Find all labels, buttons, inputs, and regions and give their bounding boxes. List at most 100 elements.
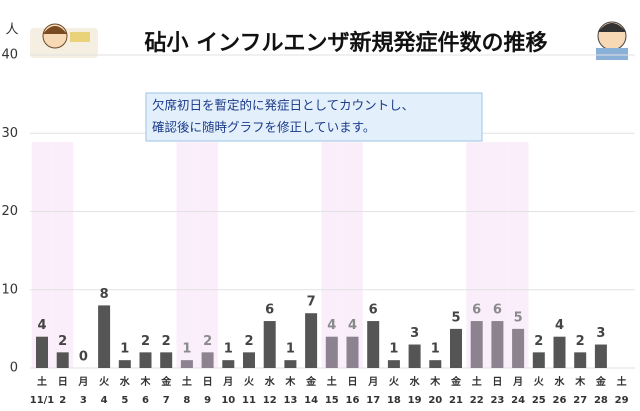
annotation: 確認後に随時グラフを修正しています。 <box>152 120 375 135</box>
x-tick-label: 27 <box>573 395 587 406</box>
data-label: 4 <box>348 318 357 333</box>
bar <box>56 352 69 368</box>
x-tick-label: 21 <box>449 395 463 406</box>
data-label: 6 <box>472 303 481 318</box>
bar <box>346 336 359 368</box>
data-label: 2 <box>534 334 543 349</box>
bar <box>160 352 173 368</box>
weekend-shade <box>321 142 343 368</box>
weekday-label: 水 <box>409 375 421 388</box>
data-label: 2 <box>58 334 67 349</box>
weekday-label: 土 <box>37 375 47 388</box>
chart-title: 砧小 インフルエンザ新規発症件数の推移 <box>144 30 547 56</box>
weekday-label: 水 <box>119 375 131 388</box>
x-tick-label: 18 <box>387 395 401 406</box>
x-tick-label: 15 <box>325 395 339 406</box>
bar <box>408 344 421 368</box>
bar <box>180 360 193 368</box>
data-label: 3 <box>410 326 419 341</box>
x-tick-label: 8 <box>183 395 190 406</box>
left-icon <box>30 23 98 58</box>
x-tick-label: 19 <box>408 395 422 406</box>
weekday-label: 木 <box>574 375 586 388</box>
x-tick-label: 7 <box>163 395 170 406</box>
bar <box>512 328 525 368</box>
weekday-label: 日 <box>348 376 358 388</box>
weekday-label: 火 <box>244 376 255 388</box>
y-tick-label: 40 <box>1 48 18 63</box>
data-label: 1 <box>120 342 129 357</box>
x-tick-label: 12 <box>263 395 277 406</box>
weekday-label: 土 <box>472 375 482 388</box>
weekday-label: 土 <box>617 375 627 388</box>
x-tick-label: 11/1 <box>30 395 55 406</box>
x-tick-label: 5 <box>121 395 128 406</box>
y-tick-label: 10 <box>1 282 18 297</box>
weekday-label: 土 <box>182 375 192 388</box>
data-label: 1 <box>389 342 398 357</box>
weekend-shade <box>52 142 74 368</box>
bar <box>201 352 214 368</box>
x-tick-label: 4 <box>101 395 108 406</box>
data-label: 2 <box>141 334 150 349</box>
bar <box>532 352 545 368</box>
data-label: 8 <box>100 287 109 302</box>
weekday-label: 日 <box>203 376 213 388</box>
y-unit: 人 <box>5 23 18 38</box>
bar <box>367 321 380 368</box>
x-tick-label: 25 <box>532 395 546 406</box>
data-label: 1 <box>224 342 233 357</box>
weekend-shade <box>176 142 198 368</box>
x-tick-label: 6 <box>142 395 149 406</box>
weekday-label: 水 <box>264 375 276 388</box>
y-tick-label: 0 <box>10 361 18 376</box>
weekday-label: 月 <box>512 376 523 388</box>
data-label: 2 <box>162 334 171 349</box>
x-tick-label: 9 <box>204 395 211 406</box>
annotation: 欠席初日を暫定的に発症日としてカウントし、 <box>152 98 414 113</box>
weekday-label: 日 <box>58 376 68 388</box>
data-label: 0 <box>79 350 88 365</box>
x-tick-label: 22 <box>470 395 484 406</box>
bar <box>263 321 276 368</box>
x-tick-label: 28 <box>594 395 608 406</box>
bar <box>387 360 400 368</box>
weekend-shade <box>342 142 363 368</box>
weekday-label: 火 <box>99 376 110 388</box>
x-tick-label: 20 <box>428 395 442 406</box>
weekday-label: 金 <box>595 375 607 388</box>
bar <box>118 360 131 368</box>
data-label: 3 <box>596 326 605 341</box>
weekday-label: 火 <box>389 376 400 388</box>
weekday-label: 金 <box>305 375 317 388</box>
weekend-shade <box>197 142 218 368</box>
data-label: 1 <box>431 342 440 357</box>
weekday-label: 水 <box>554 375 566 388</box>
y-tick-label: 30 <box>1 126 18 141</box>
bar <box>98 305 111 368</box>
data-label: 2 <box>244 334 253 349</box>
data-label: 6 <box>265 303 274 318</box>
x-tick-label: 11 <box>242 395 256 406</box>
x-tick-label: 14 <box>304 395 318 406</box>
weekend-shade <box>487 142 508 368</box>
x-tick-label: 3 <box>80 395 87 406</box>
right-icon <box>596 21 628 60</box>
bar <box>305 313 318 368</box>
data-label: 1 <box>182 342 191 357</box>
annotation-box <box>145 92 483 142</box>
bar <box>491 321 504 368</box>
x-tick-label: 29 <box>615 395 629 406</box>
x-tick-label: 17 <box>366 395 380 406</box>
x-tick-label: 26 <box>553 395 567 406</box>
weekend-shade <box>466 142 488 368</box>
bar <box>325 336 338 368</box>
x-tick-label: 24 <box>511 395 525 406</box>
data-label: 6 <box>493 303 502 318</box>
bar <box>553 336 566 368</box>
weekday-label: 日 <box>492 376 502 388</box>
weekday-label: 木 <box>284 375 296 388</box>
data-label: 5 <box>451 310 460 325</box>
x-tick-label: 10 <box>221 395 235 406</box>
